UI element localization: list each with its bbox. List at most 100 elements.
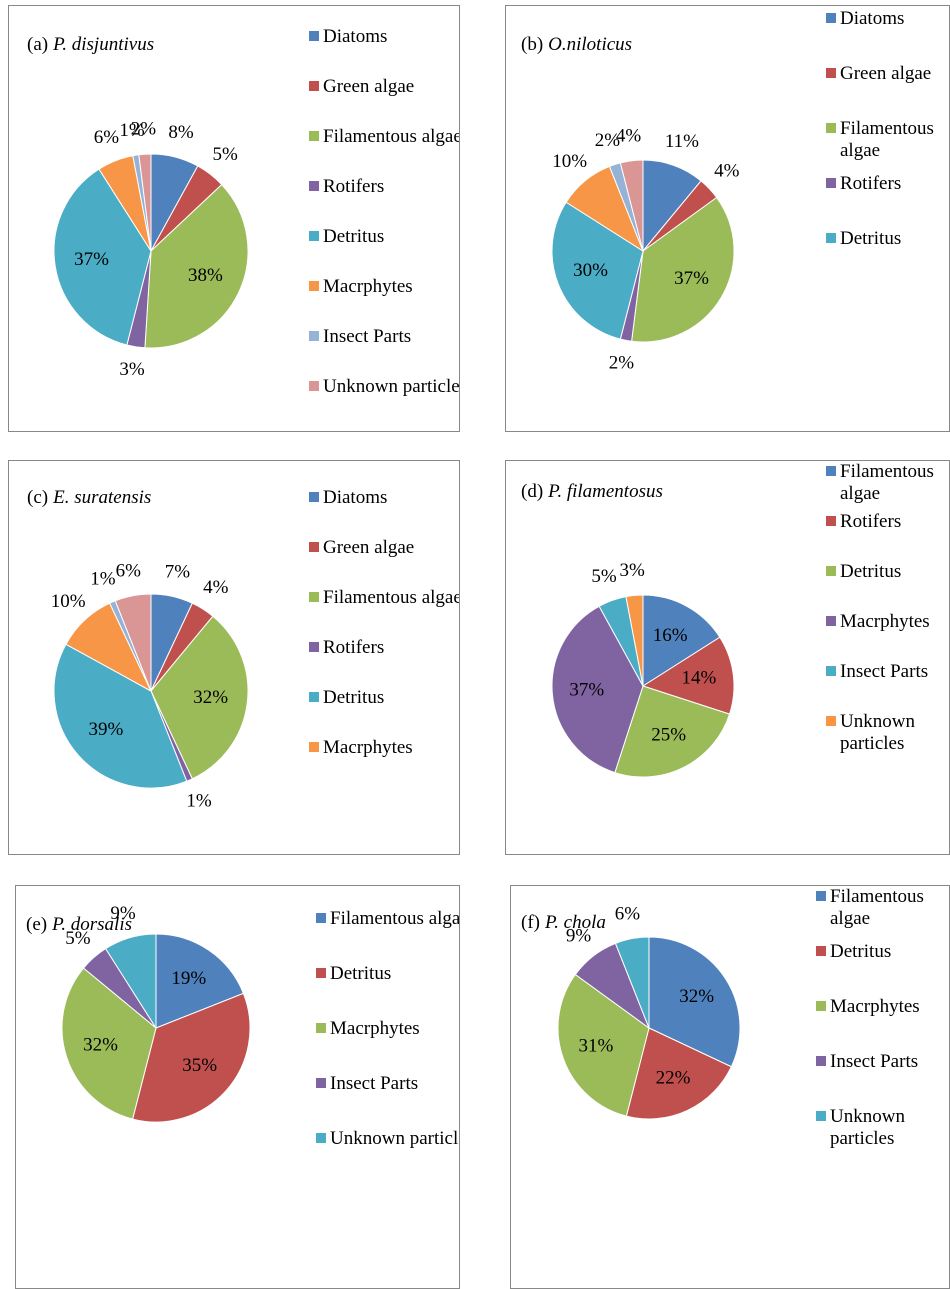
legend-swatch	[816, 891, 826, 901]
slice-label: 2%	[609, 352, 635, 373]
legend-label: Diatoms	[323, 26, 388, 47]
pie-slice	[557, 973, 650, 1117]
slice-label: 5%	[591, 566, 617, 587]
legend-label: Unknown particles	[840, 711, 915, 754]
legend-label: Filamentous algae	[830, 886, 924, 929]
legend-label: Insect Parts	[840, 661, 929, 682]
legend-item: Rotifers	[826, 173, 949, 195]
legend-swatch	[816, 1111, 826, 1121]
legend-item: Macrphytes	[826, 611, 949, 633]
legend-swatch	[309, 131, 319, 141]
chart-title-text: E. suratensis	[52, 487, 151, 508]
chart-title: (f) P. chola	[521, 912, 606, 933]
pie-slice	[114, 593, 152, 692]
legend-swatch	[826, 68, 836, 78]
legend-swatch	[309, 331, 319, 341]
pie-chart: (a) P. disjuntivus 8% 5% 38% 3% 37% 6% 1%2%	[27, 34, 249, 380]
pie-slice	[631, 196, 735, 343]
legend-swatch	[309, 81, 319, 91]
legend-item: Insect Parts	[316, 1073, 459, 1095]
legend-swatch	[826, 566, 836, 576]
pie-slice	[150, 615, 249, 780]
legend-label: Unknown particles	[330, 1128, 460, 1149]
legend-swatch	[816, 1056, 826, 1066]
chart-title: (c) E. suratensis	[27, 487, 151, 508]
legend-item: Macrphytes	[309, 276, 459, 298]
legend-swatch	[826, 233, 836, 243]
chart-panel: (d) P. filamentosus 16% 14% 25% 37% 5% 3% Filame…	[505, 460, 950, 855]
legend-item: Rotifers	[826, 511, 949, 533]
legend-label: Filamentous algae	[840, 118, 934, 161]
slice-label: 16%	[653, 625, 688, 646]
slice-label: 31%	[579, 1035, 614, 1056]
legend-item: Unknown particles	[826, 711, 949, 755]
pie-slice	[61, 967, 157, 1120]
legend-swatch	[826, 666, 836, 676]
pie-chart: (f) P. chola 32% 22% 31% 9% 6%	[521, 903, 741, 1120]
legend-item: Diatoms	[309, 26, 459, 48]
legend-label: Filamentous algae	[323, 587, 460, 608]
slice-label: 10%	[552, 151, 587, 172]
slice-label: 30%	[573, 260, 608, 281]
panel-label: (f)	[521, 912, 540, 933]
legend-swatch	[309, 592, 319, 602]
slice-label: 1%	[119, 120, 145, 141]
legend-swatch	[826, 616, 836, 626]
chart-title-text: P. dorsalis	[51, 914, 132, 935]
legend-label: Detritus	[323, 687, 385, 708]
slice-label: 37%	[74, 249, 109, 270]
panel-label: (d)	[521, 481, 543, 502]
legend-item: Filamentous algae	[816, 886, 949, 930]
legend-swatch	[309, 642, 319, 652]
legend-item: Filamentous algae	[309, 587, 460, 609]
chart-title-text: P. filamentosus	[547, 481, 663, 502]
legend: Filamentous algae Rotifers Detritus Macrphy…	[826, 461, 949, 854]
legend-swatch	[309, 281, 319, 291]
legend-label: Green algae	[323, 76, 415, 97]
slice-label: 9%	[566, 925, 592, 946]
slice-label: 37%	[569, 680, 604, 701]
legend-item: Filamentous algae	[826, 461, 949, 505]
legend-item: Filamentous algae	[316, 908, 459, 930]
pie-slice	[619, 159, 644, 252]
legend-item: Detritus	[316, 963, 459, 985]
chart-title: (e) P. dorsalis	[26, 914, 132, 935]
legend: Diatoms Green algae Filamentous algae Rotif…	[309, 26, 459, 431]
pie-slice	[648, 936, 741, 1068]
slice-label: 35%	[182, 1055, 217, 1076]
legend-label: Detritus	[840, 228, 902, 249]
legend-label: Rotifers	[323, 637, 385, 658]
legend-swatch	[316, 968, 326, 978]
legend-swatch	[826, 466, 836, 476]
legend-swatch	[309, 31, 319, 41]
slice-label: 8%	[168, 122, 194, 143]
legend: Filamentous algae Detritus Macrphytes Insec…	[316, 908, 460, 1288]
pie-slice	[614, 936, 650, 1029]
legend-label: Detritus	[323, 226, 385, 247]
legend-item: Rotifers	[309, 637, 459, 659]
pie-slice	[614, 685, 731, 778]
legend-item: Detritus	[826, 228, 949, 250]
pie-slice	[625, 1027, 733, 1120]
legend-item: Insect Parts	[816, 1051, 949, 1073]
slice-label: 3%	[620, 560, 646, 581]
legend-label: Detritus	[830, 941, 892, 962]
slice-label: 11%	[665, 131, 699, 152]
pie-slice	[132, 992, 251, 1123]
chart-panel: (f) P. chola 32% 22% 31% 9% 6% Filamentous alga…	[510, 885, 950, 1289]
slice-label: 10%	[51, 591, 86, 612]
legend-item: Macrphytes	[316, 1018, 459, 1040]
chart-title-text: P. disjuntivus	[52, 34, 154, 55]
pie-slice	[642, 594, 721, 687]
slice-label: 7%	[165, 561, 191, 582]
slice-label: 32%	[83, 1034, 118, 1055]
legend-label: Macrphytes	[330, 1018, 420, 1039]
legend-label: Unknown particles	[830, 1106, 905, 1149]
chart-panel: (e) P. dorsalis 19% 35% 32% 5% 9% Filamentous a…	[15, 885, 460, 1289]
legend-label: Filamentous algae	[840, 461, 934, 504]
slice-label: 32%	[193, 687, 228, 708]
slice-label: 6%	[615, 903, 641, 924]
legend-item: Detritus	[309, 687, 459, 709]
legend-swatch	[826, 13, 836, 23]
legend: Diatoms Green algae Filamentous algae Rotif…	[309, 487, 460, 854]
